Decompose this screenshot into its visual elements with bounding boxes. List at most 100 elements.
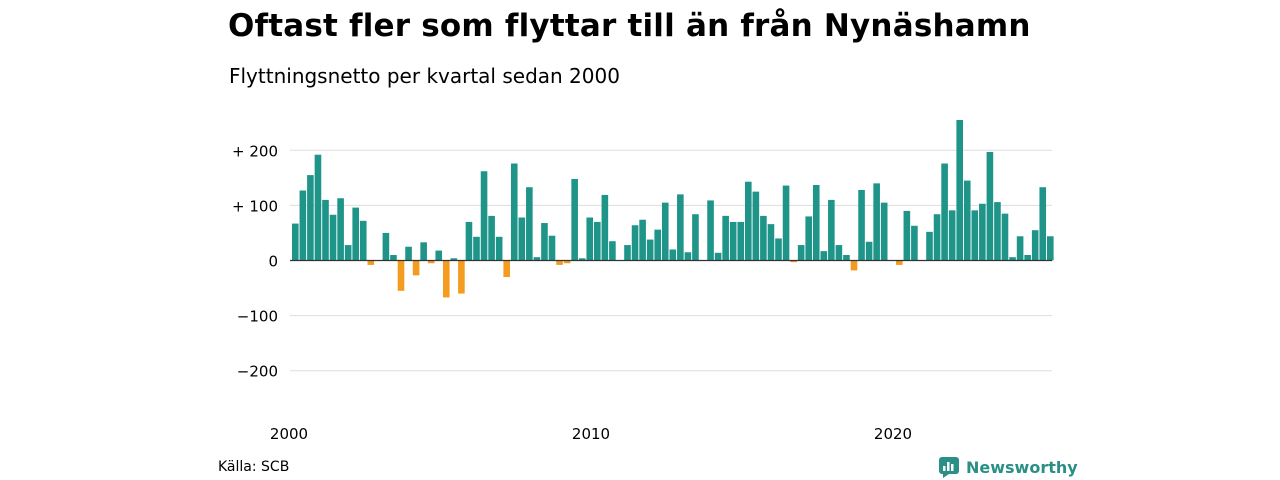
bar	[729, 221, 737, 261]
bar	[971, 210, 979, 261]
bar	[292, 223, 299, 261]
bar	[518, 217, 526, 261]
bar	[948, 210, 956, 261]
bar	[329, 214, 337, 261]
bar	[390, 254, 397, 261]
bar	[352, 207, 359, 261]
bar	[420, 242, 427, 261]
bar	[510, 163, 518, 261]
bar	[631, 225, 639, 261]
bar	[397, 260, 405, 291]
bar	[578, 258, 586, 261]
bar	[450, 258, 458, 261]
bar	[458, 260, 465, 294]
bar	[843, 254, 850, 261]
bar	[858, 189, 865, 261]
y-tick-label: −200	[237, 363, 278, 381]
bar	[956, 119, 963, 261]
bar	[760, 215, 767, 261]
bar	[1001, 213, 1009, 261]
bar	[646, 239, 654, 261]
bar	[797, 245, 805, 261]
bar	[473, 236, 480, 261]
bar	[1039, 187, 1047, 261]
y-axis-ticks: + 200 + 100 0 −100 −200	[232, 142, 278, 380]
bar	[933, 214, 941, 261]
x-tick-label: 2020	[874, 425, 912, 443]
bar	[359, 220, 367, 261]
newsworthy-logo-icon	[939, 457, 959, 478]
bar	[994, 202, 1001, 261]
bar	[865, 241, 873, 261]
bar	[1009, 257, 1016, 261]
bar	[563, 260, 571, 264]
bar	[654, 229, 661, 261]
bar	[926, 231, 933, 261]
grid-lines	[290, 149, 1052, 372]
bar	[775, 238, 782, 261]
bar	[714, 252, 722, 261]
newsworthy-logo[interactable]: Newsworthy	[938, 456, 1078, 478]
bar	[465, 221, 473, 261]
x-tick-label: 2010	[572, 425, 610, 443]
bar	[548, 235, 556, 261]
bar	[495, 236, 503, 261]
bar	[533, 257, 541, 261]
bar	[427, 260, 435, 264]
bar	[828, 199, 835, 261]
bar	[963, 180, 971, 261]
source-note: Källa: SCB	[218, 459, 290, 475]
bar	[805, 216, 812, 261]
bar	[541, 223, 548, 261]
bar	[850, 260, 858, 271]
bar	[1047, 236, 1054, 261]
bar	[986, 151, 994, 261]
bar	[412, 260, 420, 276]
bar	[820, 251, 828, 261]
bar	[1031, 230, 1039, 261]
bar	[707, 200, 714, 261]
bars	[292, 119, 1054, 298]
bar	[661, 202, 669, 261]
bar	[322, 199, 329, 261]
bar	[684, 252, 692, 261]
bar	[443, 260, 450, 298]
x-axis-ticks: 2000 2010 2020	[270, 425, 912, 443]
bar	[503, 260, 510, 278]
bar	[639, 219, 646, 261]
bar	[669, 249, 677, 261]
bar	[880, 202, 888, 261]
bar	[692, 214, 699, 261]
bar	[903, 210, 911, 261]
bar	[835, 245, 843, 261]
bar	[790, 260, 797, 263]
bar	[299, 190, 307, 261]
bar	[1024, 254, 1031, 261]
bar	[594, 221, 601, 261]
bar	[480, 171, 488, 261]
bar	[526, 187, 533, 261]
bar	[556, 260, 563, 265]
bar	[767, 224, 775, 261]
bar	[745, 181, 752, 261]
bar	[314, 154, 322, 261]
y-tick-label: + 200	[232, 142, 278, 160]
bar	[307, 175, 314, 261]
bar	[609, 241, 616, 261]
bar	[624, 245, 631, 261]
y-tick-label: −100	[237, 308, 278, 326]
bar	[601, 194, 609, 261]
bar	[586, 217, 594, 261]
bar	[382, 232, 390, 261]
bar	[1016, 236, 1024, 261]
chart-subtitle: Flyttningsnetto per kvartal sedan 2000	[229, 64, 620, 88]
bar	[722, 215, 729, 261]
bar	[812, 185, 820, 261]
bar	[344, 245, 352, 261]
bar	[435, 250, 443, 261]
y-tick-label: + 100	[232, 197, 278, 215]
bar	[782, 185, 790, 261]
bar	[488, 215, 495, 261]
bar	[873, 183, 880, 261]
bar	[752, 191, 760, 261]
